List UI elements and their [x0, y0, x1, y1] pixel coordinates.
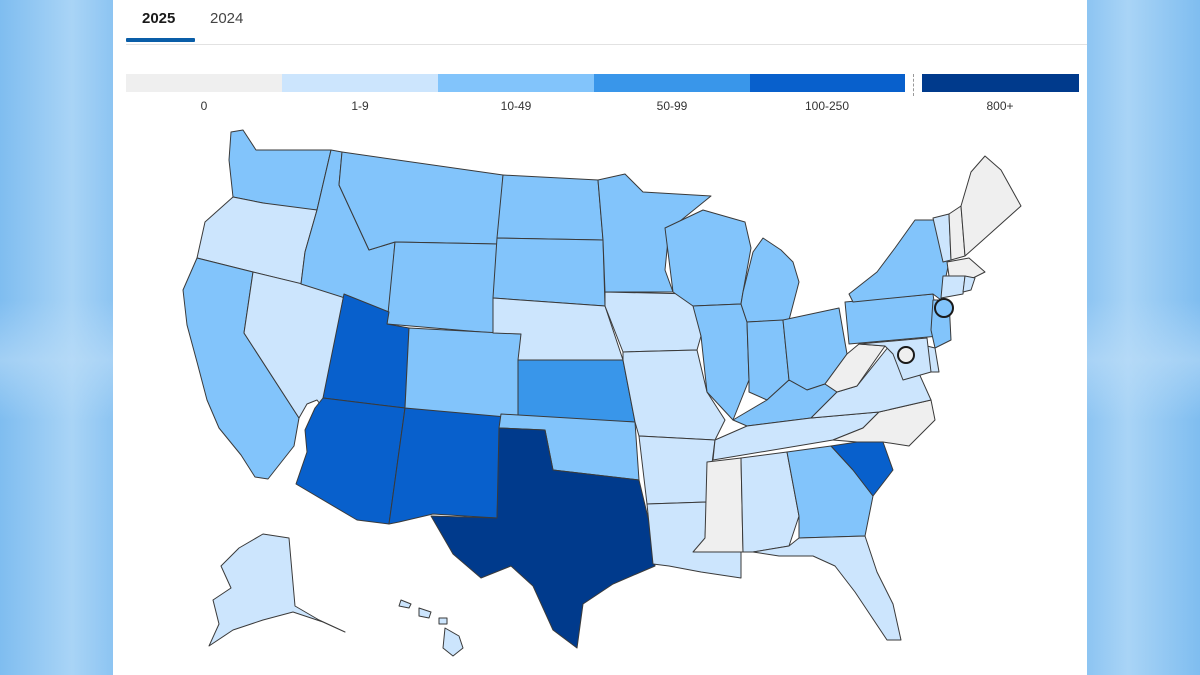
legend-label-0: 0: [200, 99, 208, 113]
legend-swatch-1-9: [282, 74, 438, 92]
state-WA[interactable]: [228, 129, 332, 211]
legend-label-10-49: 10-49: [500, 99, 532, 113]
us-map: [182, 129, 1022, 657]
state-MS[interactable]: [692, 457, 744, 553]
marker-dc[interactable]: [897, 346, 915, 364]
state-WY[interactable]: [386, 241, 499, 334]
legend-divider: [913, 74, 914, 96]
legend-swatch-800-plus: [922, 74, 1079, 92]
state-MI[interactable]: [740, 237, 800, 323]
year-tabs: 2025 2024: [126, 0, 1087, 45]
state-NY[interactable]: [848, 219, 950, 303]
state-AR[interactable]: [638, 435, 716, 505]
legend-swatch-50-99: [594, 74, 750, 92]
marker-nyc[interactable]: [934, 298, 954, 318]
state-CT[interactable]: [940, 275, 966, 299]
tab-2025[interactable]: 2025: [142, 10, 176, 27]
state-WI[interactable]: [664, 209, 752, 307]
state-CO[interactable]: [404, 327, 522, 419]
legend-swatch-100-250: [750, 74, 905, 92]
tab-2024[interactable]: 2024: [210, 10, 244, 27]
state-KS[interactable]: [517, 359, 636, 423]
state-FL[interactable]: [752, 535, 902, 641]
state-TX[interactable]: [430, 427, 656, 649]
state-MD[interactable]: [858, 337, 932, 381]
legend-label-800-plus: 800+: [986, 99, 1014, 113]
state-AK[interactable]: [208, 533, 346, 647]
map-panel: 2025 2024 0 1-9 10-49 50-99 100-250 800+: [113, 0, 1087, 675]
legend-label-100-250: 100-250: [804, 99, 850, 113]
legend-swatch-10-49: [438, 74, 594, 92]
state-AZ[interactable]: [295, 397, 406, 525]
legend-label-50-99: 50-99: [656, 99, 688, 113]
state-RI[interactable]: [962, 275, 976, 293]
state-SD[interactable]: [492, 237, 606, 307]
state-NM[interactable]: [388, 407, 502, 525]
legend-label-1-9: 1-9: [351, 99, 369, 113]
state-ME[interactable]: [960, 155, 1022, 257]
state-MA[interactable]: [946, 257, 986, 279]
state-MN[interactable]: [597, 173, 712, 293]
active-tab-indicator: [126, 38, 195, 42]
state-ND[interactable]: [496, 174, 604, 241]
state-NC[interactable]: [832, 399, 936, 447]
state-MT[interactable]: [338, 151, 504, 251]
state-HI[interactable]: [398, 599, 464, 657]
legend: 0 1-9 10-49 50-99 100-250 800+: [126, 74, 1079, 114]
legend-swatch-0: [126, 74, 282, 92]
